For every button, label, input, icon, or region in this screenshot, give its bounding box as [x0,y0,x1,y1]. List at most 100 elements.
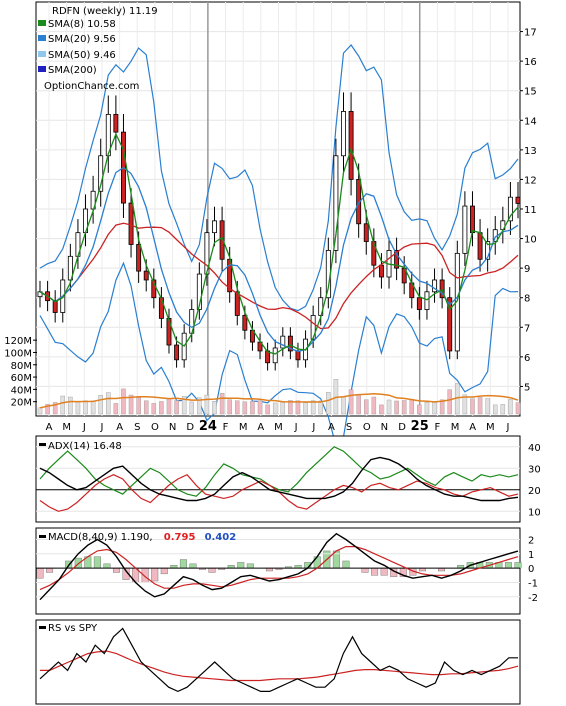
macd-signal-label: 0.795 [164,532,196,543]
x-tick-14: J [294,422,298,433]
macd-hist-bar-49 [504,562,512,569]
adx-label: ADX(14) 16.48 [48,441,122,452]
x-tick-18: O [363,422,371,433]
volume-bar-21 [197,397,202,415]
x-tick-11: M [239,422,248,433]
macd-hist-bar-0 [36,567,44,579]
macd-hist-bar-12 [151,567,159,582]
candle-body-62 [507,196,513,222]
volume-bar-11 [121,388,126,415]
volume-bar-15 [151,403,157,415]
candle-body-56 [462,205,468,254]
volume-bar-32 [280,402,286,415]
adx-panel: 10 20 30 40 [36,443,541,518]
volume-bar-4 [68,396,73,415]
volume-bar-29 [257,400,263,415]
x-tick-19: N [381,422,388,433]
x-tick-10: F [223,422,229,433]
macd-label-swatch [39,535,46,538]
volume-bar-31 [272,402,278,415]
macd-tick-3: 1 [528,550,534,561]
volume-tick-4: 40M [11,385,32,396]
candle-body-57 [470,205,475,234]
volume-bar-52 [432,402,437,415]
x-tick-3: J [99,422,103,433]
volume-bar-17 [166,398,172,415]
volume-bars [37,379,521,415]
legend-sma20: SMA(20) 9.56 [48,34,116,45]
macd-hist-bar-21 [237,562,245,569]
x-tick-1: M [62,422,71,433]
candle-body-15 [151,279,157,299]
volume-bar-46 [386,399,392,415]
volume-bar-49 [409,399,415,415]
candle-body-32 [280,335,286,349]
volume-bar-44 [371,396,377,415]
volume-bar-3 [60,395,66,415]
price-tick-12: 17 [524,28,537,39]
adx-tick-3: 40 [528,443,541,454]
volume-bar-0 [37,407,43,415]
price-tick-1: 6 [524,353,530,364]
candle-body-40 [341,111,346,157]
candle-body-21 [196,273,202,310]
price-tick-11: 16 [524,57,537,68]
volume-bar-38 [326,392,331,415]
x-tick-15: J [311,422,315,433]
volume-bar-63 [515,402,521,415]
candle-body-63 [515,196,521,204]
candle-body-54 [447,297,453,352]
volume-bar-7 [90,400,96,415]
candle-body-47 [394,249,400,269]
macd-hist-bar-22 [246,563,254,569]
moving-averages [39,132,519,355]
volume-bar-53 [439,399,445,415]
x-tick-24: A [469,422,476,433]
candle-body-10 [113,113,119,133]
macd-hist-bar-7 [103,563,111,569]
volume-bar-50 [417,404,422,415]
price-tick-9: 14 [524,116,537,127]
price-tick-7: 12 [524,175,537,186]
volume-bar-48 [401,400,407,415]
macd-hist-bar-36 [380,567,388,576]
candle-body-14 [143,270,149,281]
x-tick-17: S [346,422,352,433]
volume-bar-47 [394,400,399,415]
legend-swatch-sma50 [38,51,46,57]
volume-bar-42 [356,394,361,415]
candle-body-43 [363,223,369,242]
volume-bar-19 [181,396,187,415]
macd-hist-bar-8 [112,567,120,573]
rs-label-swatch [39,626,46,629]
volume-bar-40 [341,396,346,415]
macd-hist-bar-16 [189,563,197,569]
macd-hist-bar-1 [46,567,54,573]
adx-label-swatch [39,443,46,446]
macd-label: MACD(8,40,9) 1.190, [48,532,153,543]
x-tick-5: S [134,422,140,433]
volume-ma-line [39,393,519,409]
x-tick-7: N [169,422,176,433]
chart-title: RDFN (weekly) 11.19 [52,6,158,17]
bollinger-upper [39,44,519,312]
candle-body-4 [67,255,73,281]
macd-hist-bar-15 [179,559,187,569]
volume-bar-8 [98,395,103,415]
macd-hist-label: 0.402 [205,532,237,543]
legend-swatch-sma8 [38,20,46,26]
x-tick-9: 24 [199,419,217,434]
legend-swatch-sma200 [38,66,46,72]
adx-tick-0: 10 [528,507,541,518]
macd-hist-bar-35 [371,567,379,576]
candle-body-51 [424,291,430,310]
volume-bar-13 [136,397,141,415]
x-axis-ticks: A M J J A S O N D 24 F M A M J J A S O N D 25 F M A M J [46,419,510,434]
x-tick-25: M [486,422,495,433]
macd-tick-1: -1 [528,578,538,589]
price-tick-3: 8 [524,294,530,305]
x-tick-6: O [151,422,159,433]
volume-bar-37 [318,400,323,415]
